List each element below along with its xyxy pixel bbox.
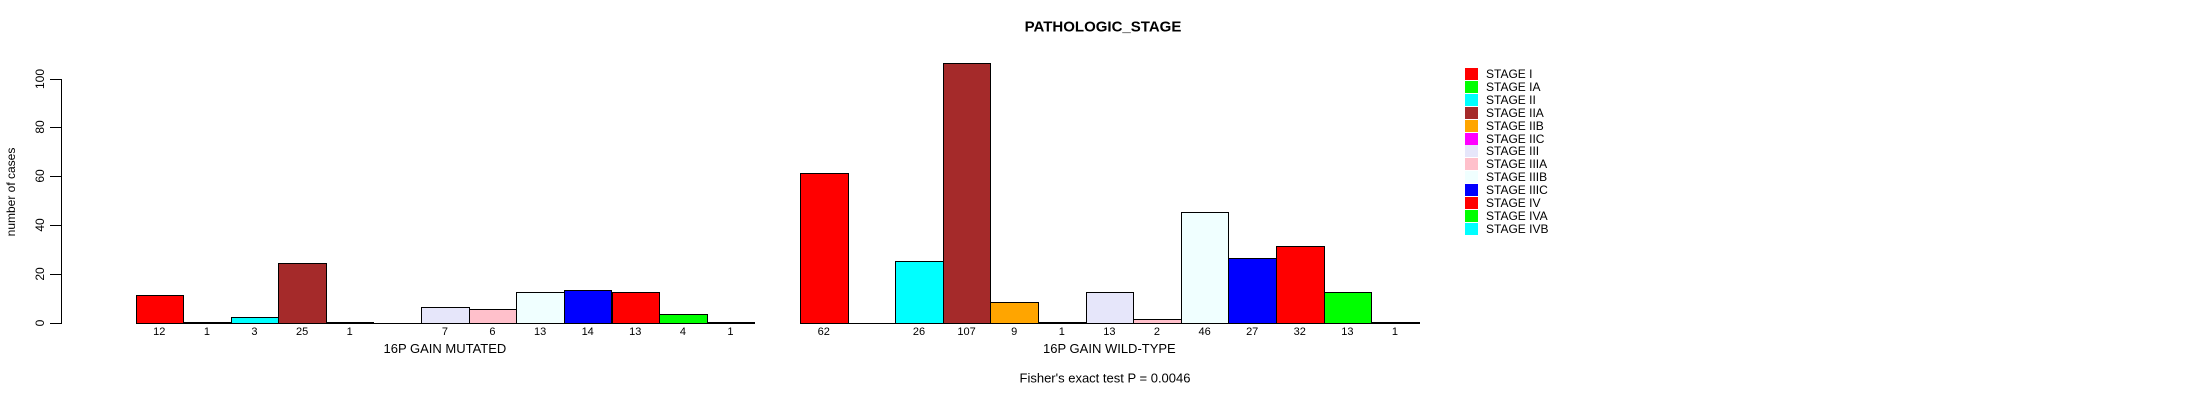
y-tick-mark xyxy=(50,176,61,178)
bar xyxy=(516,291,565,324)
bar xyxy=(278,262,327,324)
legend-swatch xyxy=(1465,171,1478,184)
bar xyxy=(800,172,849,324)
bar-value-label: 9 xyxy=(1011,326,1018,338)
legend-swatch xyxy=(1465,209,1478,222)
legend-swatch xyxy=(1465,119,1478,132)
bar-value-label: 4 xyxy=(679,326,686,338)
legend-swatch xyxy=(1465,93,1478,106)
bar-value-label: 62 xyxy=(817,326,830,338)
bar-value-label: 3 xyxy=(251,326,258,338)
legend-label: STAGE IA xyxy=(1486,79,1541,94)
bar xyxy=(659,313,708,324)
bar-value-label: 25 xyxy=(295,326,309,338)
y-tick-mark xyxy=(50,224,61,226)
legend-label: STAGE III xyxy=(1486,144,1540,159)
legend-label: STAGE IIIC xyxy=(1486,183,1548,198)
bar-value-label: 2 xyxy=(1153,326,1161,338)
legend-swatch xyxy=(1465,145,1478,158)
bar xyxy=(1276,245,1325,324)
bar-value-label: 13 xyxy=(1341,326,1354,338)
bar xyxy=(706,321,756,324)
bar-value-label: 13 xyxy=(533,326,547,338)
y-tick-mark xyxy=(50,322,61,324)
bar xyxy=(1180,211,1230,324)
legend-swatch xyxy=(1465,132,1478,145)
bar-value-label: 107 xyxy=(957,326,976,338)
legend-swatch xyxy=(1465,158,1478,171)
bar xyxy=(135,294,185,324)
bar-value-label: 14 xyxy=(581,326,594,338)
bar xyxy=(990,301,1039,324)
bar xyxy=(563,289,613,324)
bar-value-label: 1 xyxy=(1391,326,1399,338)
chart-title: PATHOLOGIC_STAGE xyxy=(1024,18,1182,36)
bar xyxy=(611,291,661,324)
legend-label: STAGE I xyxy=(1486,67,1533,81)
legend-label: STAGE IIA xyxy=(1486,105,1544,120)
fisher-test-annotation: Fisher's exact test P = 0.0046 xyxy=(1019,370,1191,386)
bar-value-label: 32 xyxy=(1293,326,1306,338)
y-axis-line xyxy=(61,78,62,324)
legend-label: STAGE II xyxy=(1486,92,1536,107)
bar-value-label: 6 xyxy=(489,326,496,338)
bar xyxy=(895,260,944,324)
bar xyxy=(1371,321,1420,324)
legend-label: STAGE IIIA xyxy=(1486,157,1548,172)
bar-value-label: 27 xyxy=(1246,326,1259,338)
bar-value-label: 12 xyxy=(153,326,166,338)
y-tick-mark xyxy=(50,78,61,80)
bar-value-label: 7 xyxy=(441,326,448,338)
x-group-label: 16P GAIN MUTATED xyxy=(383,341,507,356)
x-group-label: 16P GAIN WILD-TYPE xyxy=(1043,341,1176,356)
legend-swatch xyxy=(1465,184,1478,197)
legend-label: STAGE IIB xyxy=(1486,118,1544,133)
bar-value-label: 13 xyxy=(629,326,642,338)
zero-height-bar xyxy=(373,322,423,324)
legend-label: STAGE IIIB xyxy=(1486,170,1548,185)
legend-label: STAGE IIC xyxy=(1486,131,1545,146)
bar-value-label: 1 xyxy=(203,326,210,338)
bar xyxy=(942,62,992,324)
y-tick-mark xyxy=(50,127,61,129)
legend-label: STAGE IVA xyxy=(1486,208,1548,223)
bar-value-label: 1 xyxy=(346,326,353,338)
legend-label: STAGE IV xyxy=(1486,196,1541,210)
bar-value-label: 46 xyxy=(1198,326,1211,338)
legend-swatch xyxy=(1465,80,1478,93)
legend-swatch xyxy=(1465,68,1478,80)
zero-height-bar xyxy=(847,322,897,324)
bar-value-label: 1 xyxy=(1058,326,1065,338)
y-tick-mark xyxy=(50,273,61,275)
bar xyxy=(1085,291,1135,324)
legend-swatch xyxy=(1465,222,1478,235)
legend-swatch xyxy=(1465,197,1478,209)
legend-label: STAGE IVB xyxy=(1486,221,1549,236)
bar-value-label: 13 xyxy=(1103,326,1116,338)
bar-value-label: 1 xyxy=(727,326,734,338)
bar xyxy=(1228,257,1277,324)
bar xyxy=(1323,291,1373,324)
bar-value-label: 26 xyxy=(912,326,926,338)
legend-swatch xyxy=(1465,106,1478,119)
